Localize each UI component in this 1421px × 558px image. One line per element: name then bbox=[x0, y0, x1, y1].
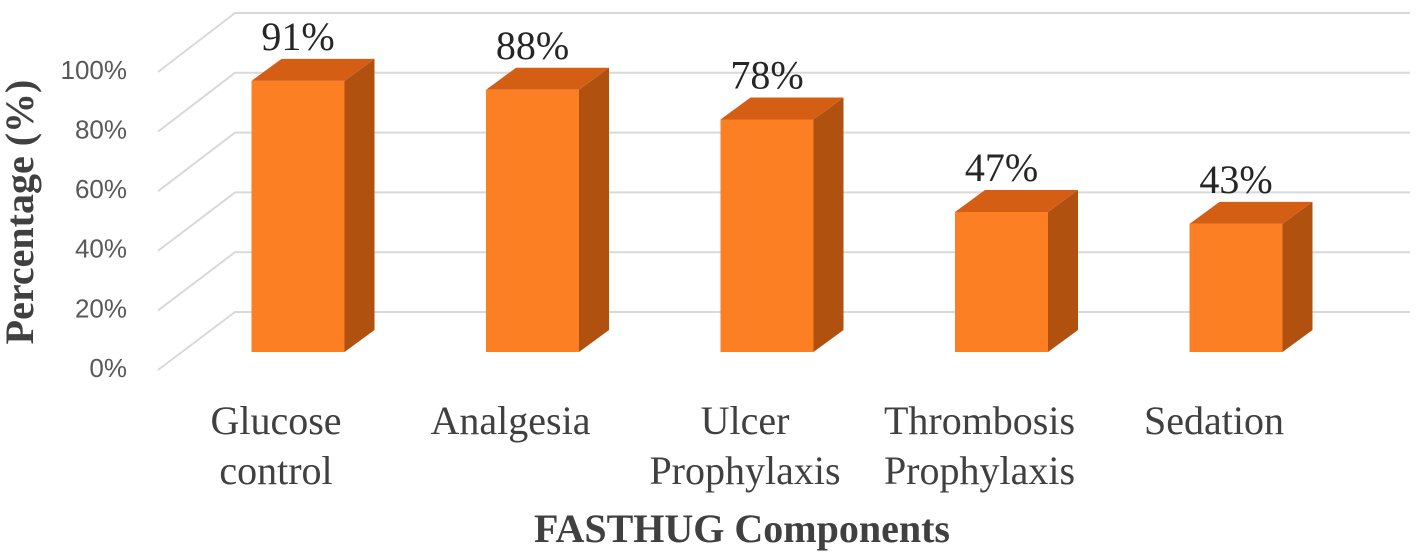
bar-top bbox=[251, 58, 375, 81]
bar-front bbox=[251, 80, 345, 352]
bar-front bbox=[486, 89, 579, 352]
grid-line bbox=[157, 12, 1410, 73]
y-tick-label: 40% bbox=[75, 234, 127, 264]
y-tick-label: 20% bbox=[75, 293, 127, 323]
value-label: 91% bbox=[261, 14, 334, 59]
value-label: 47% bbox=[965, 145, 1038, 190]
x-tick-label: Glucose control bbox=[210, 398, 342, 493]
y-axis-title: Percentage (%) bbox=[0, 80, 42, 345]
bar-top bbox=[486, 67, 609, 90]
bar bbox=[720, 97, 844, 352]
bar bbox=[955, 189, 1078, 352]
bar bbox=[486, 67, 609, 352]
x-tick-label: Analgesia bbox=[430, 398, 591, 443]
y-tick-label: 80% bbox=[75, 114, 127, 144]
bar-front bbox=[955, 211, 1048, 352]
x-tick-label: Ulcer Prophylaxis bbox=[649, 398, 841, 493]
bar bbox=[1189, 201, 1313, 352]
bar-top bbox=[1189, 201, 1313, 224]
bar-side bbox=[813, 97, 844, 352]
x-tick-label: Thrombosis Prophylaxis bbox=[883, 398, 1076, 493]
y-tick-label: 60% bbox=[75, 174, 127, 204]
y-tick-label: 100% bbox=[61, 55, 128, 85]
bar-front bbox=[720, 119, 814, 352]
bar bbox=[251, 58, 375, 352]
grid-line bbox=[157, 71, 1410, 133]
value-label: 78% bbox=[730, 53, 803, 98]
y-tick-label: 0% bbox=[89, 353, 127, 383]
value-label: 88% bbox=[496, 23, 569, 68]
bar-top bbox=[720, 97, 844, 120]
x-tick-label: Sedation bbox=[1144, 398, 1284, 443]
x-axis-title: FASTHUG Components bbox=[534, 506, 950, 551]
bar-top bbox=[955, 189, 1078, 212]
bar-front bbox=[1189, 223, 1283, 352]
bar-side bbox=[1048, 189, 1078, 352]
bar-side bbox=[1282, 201, 1313, 352]
bar-side bbox=[344, 58, 375, 352]
bar-side bbox=[579, 67, 609, 352]
grid-line bbox=[157, 131, 1410, 192]
value-label: 43% bbox=[1199, 157, 1272, 202]
